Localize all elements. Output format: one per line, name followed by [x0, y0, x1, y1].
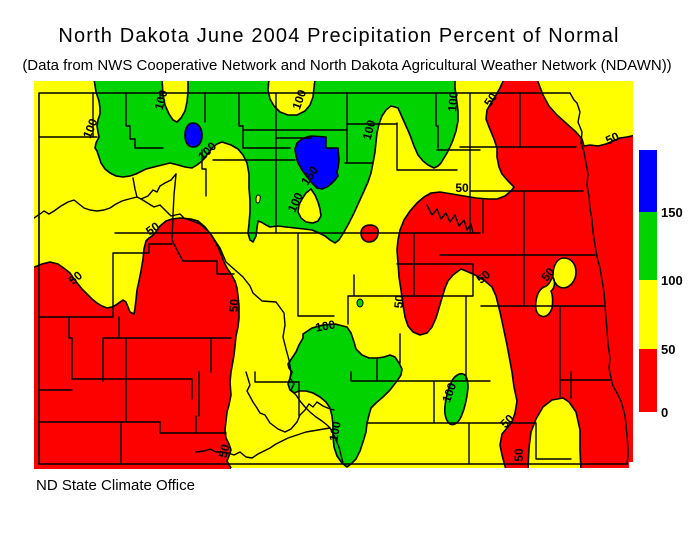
- svg-text:100: 100: [152, 88, 171, 111]
- svg-text:50: 50: [216, 442, 233, 459]
- svg-text:50: 50: [512, 448, 526, 462]
- svg-text:100: 100: [360, 118, 379, 141]
- svg-text:100: 100: [314, 317, 336, 334]
- svg-text:100: 100: [439, 381, 459, 405]
- svg-text:50: 50: [603, 129, 621, 147]
- svg-text:100: 100: [445, 91, 461, 112]
- svg-text:50: 50: [455, 181, 469, 195]
- svg-text:100: 100: [289, 88, 309, 112]
- svg-text:150: 150: [661, 205, 683, 220]
- svg-text:50: 50: [391, 294, 406, 309]
- svg-text:100: 100: [661, 273, 683, 288]
- svg-text:50: 50: [661, 342, 675, 357]
- svg-text:100: 100: [326, 420, 343, 442]
- svg-text:50: 50: [226, 298, 241, 313]
- svg-text:0: 0: [661, 405, 668, 420]
